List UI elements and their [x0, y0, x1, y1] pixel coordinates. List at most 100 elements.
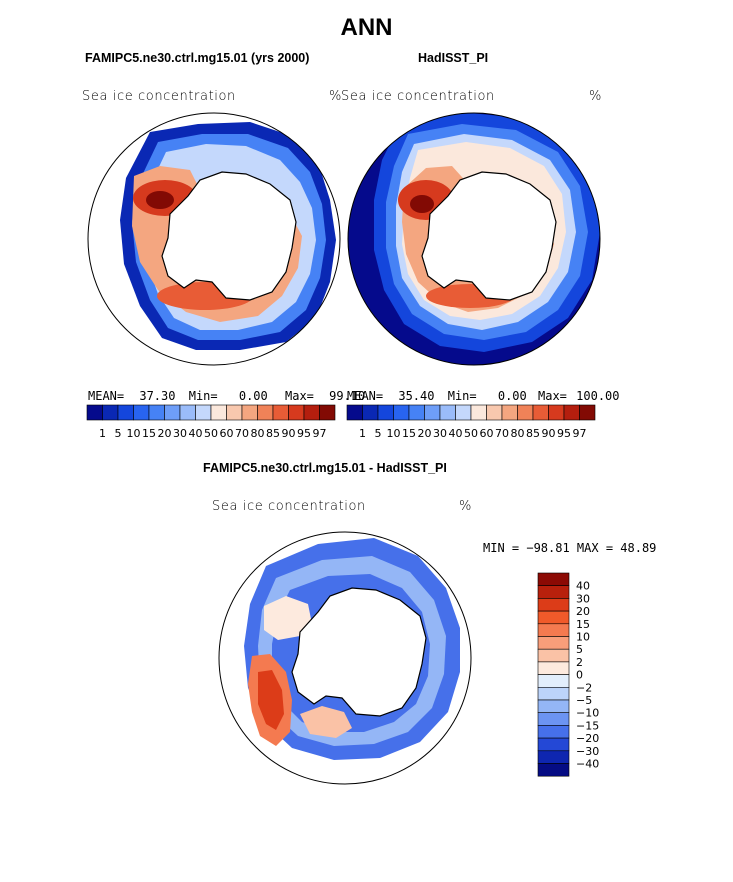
diff-antarctica [291, 587, 427, 717]
diff-colorbar-tick-label: −10 [576, 707, 599, 720]
obs-units-label: % [589, 89, 602, 104]
model-map [88, 113, 340, 365]
diff-map [219, 532, 471, 784]
max-label: Max= [285, 389, 314, 403]
colorbar-tick-label: 30 [173, 427, 187, 440]
colorbar-swatch [393, 404, 410, 421]
diff-colorbar-tick-label: −5 [576, 694, 592, 707]
diff-colorbar-tick-label: 0 [576, 669, 583, 682]
colorbar-swatch [517, 404, 534, 421]
colorbar-tick-label: 20 [158, 427, 172, 440]
obs-panel-header: HadISST_PI [418, 51, 489, 65]
diff-colorbar-tick-label: 30 [576, 592, 590, 605]
diff-units-label: % [459, 499, 472, 514]
colorbar-swatch [532, 404, 549, 421]
colorbar-tick-label: 60 [480, 427, 494, 440]
colorbar-swatch [210, 404, 227, 421]
diff-colorbar-tick-label: 5 [576, 643, 583, 656]
colorbar-swatch [148, 404, 165, 421]
mean-label: MEAN= [88, 389, 125, 403]
colorbar-tick-label: 5 [115, 427, 122, 440]
diff-colorbar-swatch [537, 598, 570, 612]
colorbar-swatch [362, 404, 379, 421]
colorbar-tick-label: 85 [526, 427, 540, 440]
max-label: Max= [538, 389, 567, 403]
mean-value: 37.30 [139, 389, 176, 403]
colorbar-swatch [470, 404, 487, 421]
colorbar-swatch [408, 404, 425, 421]
colorbar-swatch [319, 404, 336, 421]
colorbar-swatch [579, 404, 596, 421]
colorbar-swatch [226, 404, 243, 421]
diff-colorbar-swatch [537, 763, 570, 777]
colorbar-tick-label: 30 [433, 427, 447, 440]
colorbar-tick-label: 10 [387, 427, 401, 440]
colorbar-swatch [303, 404, 320, 421]
obs-colorbar: 1 5 10 15 20 30 40 50 60 70 80 85 90 95 97 [346, 404, 596, 440]
mean-label: MEAN= [347, 389, 384, 403]
diff-colorbar-swatch [537, 636, 570, 650]
colorbar-swatch [195, 404, 212, 421]
diff-minmax-text: MIN = −98.81 MAX = 48.89 [483, 541, 657, 555]
diff-colorbar-swatch [537, 661, 570, 675]
colorbar-tick-label: 95 [297, 427, 311, 440]
model-panel-header: FAMIPC5.ne30.ctrl.mg15.01 (yrs 2000) [85, 51, 310, 65]
colorbar-tick-label: 15 [402, 427, 416, 440]
colorbar-tick-label: 90 [542, 427, 556, 440]
colorbar-tick-label: 90 [282, 427, 296, 440]
diff-colorbar-tick-label: 10 [576, 631, 590, 644]
colorbar-tick-label: 1 [359, 427, 366, 440]
colorbar-tick-label: 95 [557, 427, 571, 440]
model-units-label: % [329, 89, 342, 104]
diff-colorbar-swatch [537, 686, 570, 701]
diff-colorbar-tick-label: 2 [576, 656, 583, 669]
diff-colorbar-swatch [537, 572, 570, 586]
diff-colorbar-swatch [537, 623, 570, 637]
page-title: ANN [340, 14, 393, 41]
diff-colorbar-swatch [537, 750, 570, 764]
colorbar-swatch [102, 404, 119, 421]
diff-colorbar-tick-label: −20 [576, 732, 599, 745]
diff-colorbar-swatch [537, 585, 570, 599]
diff-colorbar-tick-label: −15 [576, 719, 599, 732]
model-antarctica [161, 171, 297, 301]
colorbar-swatch [241, 404, 258, 421]
colorbar-swatch [179, 404, 196, 421]
colorbar-swatch [424, 404, 441, 421]
diff-colorbar-tick-label: −2 [576, 681, 592, 694]
diff-colorbar-swatch [537, 699, 570, 713]
colorbar-tick-label: 1 [99, 427, 106, 440]
colorbar-tick-label: 20 [418, 427, 432, 440]
obs-stats: MEAN= 35.40 Min= 0.00 Max= 100.00 [347, 389, 620, 403]
diff-colorbar-tick-label: −30 [576, 745, 599, 758]
colorbar-tick-label: 50 [464, 427, 478, 440]
diff-colorbar-swatch [537, 610, 570, 625]
colorbar-tick-label: 10 [127, 427, 141, 440]
colorbar-tick-label: 97 [573, 427, 587, 440]
colorbar-tick-label: 40 [449, 427, 463, 440]
model-stats: MEAN= 37.30 Min= 0.00 Max= 99.10 [88, 389, 365, 403]
colorbar-swatch [501, 404, 518, 421]
model-map-boundary [87, 112, 341, 366]
colorbar-swatch [133, 404, 150, 421]
obs-map [348, 113, 600, 365]
colorbar-swatch [439, 404, 456, 421]
diff-colorbar-swatch [537, 674, 570, 688]
diff-west-core [258, 670, 284, 730]
colorbar-swatch [548, 404, 565, 421]
obs-weddell-core [410, 195, 434, 213]
model-weddell-core [146, 191, 174, 209]
diff-colorbar-swatch [537, 712, 570, 726]
colorbar-swatch [377, 404, 394, 421]
diff-map-boundary [218, 531, 472, 785]
model-colorbar: 1 5 10 15 20 30 40 50 60 70 80 85 90 95 97 [86, 404, 336, 440]
colorbar-tick-label: 70 [235, 427, 249, 440]
colorbar-swatch [288, 404, 305, 421]
colorbar-tick-label: 80 [251, 427, 265, 440]
obs-variable-label: Sea ice concentration [341, 89, 495, 104]
diff-ross-positive [300, 706, 352, 738]
max-value: 100.00 [576, 389, 620, 403]
colorbar-swatch [346, 404, 363, 421]
colorbar-swatch [563, 404, 580, 421]
colorbar-swatch [257, 404, 274, 421]
